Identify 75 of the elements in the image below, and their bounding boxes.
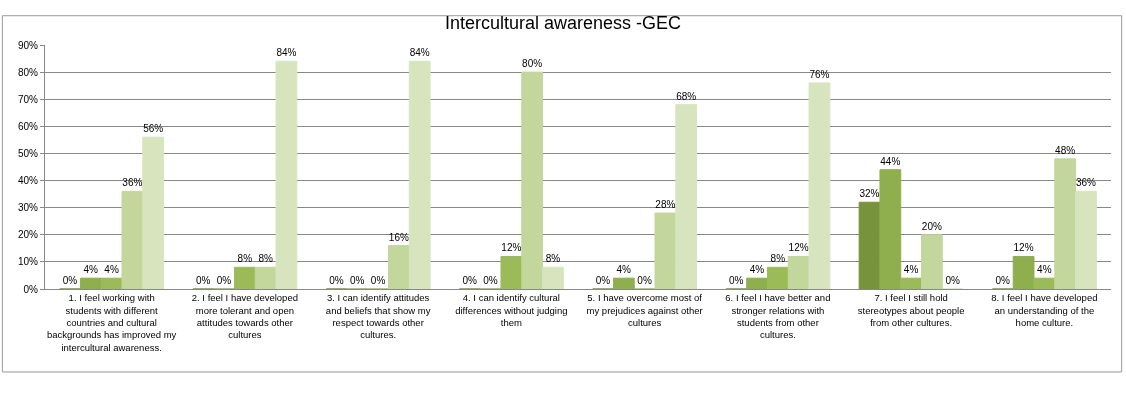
y-tick-label: 40% (17, 175, 39, 187)
y-tick-label: 90% (17, 39, 39, 51)
data-label: 8% (770, 253, 786, 265)
x-tick-label: 5. I have overcome most of my prejudices against other cultures (586, 292, 703, 329)
x-tick-label: 8. I feel I have developed an understanding of the home culture. (991, 292, 1098, 329)
data-label: 0% (329, 275, 344, 286)
bar (1054, 158, 1077, 289)
data-label: 0% (729, 275, 744, 286)
chart-title: Intercultural awareness -GEC (444, 12, 682, 33)
y-tick-label: 80% (17, 66, 39, 78)
data-label: 0% (350, 275, 365, 286)
data-label: 76% (809, 68, 830, 80)
x-tick-label: 6. I feel I have better and stronger relations with students from other cultures. (725, 292, 831, 341)
data-label: 0% (462, 275, 478, 286)
bar (787, 255, 810, 289)
data-label: 68% (676, 90, 697, 102)
data-label: 20% (921, 220, 942, 232)
data-label: 0% (995, 275, 1011, 286)
x-tick-label: 3. I can identify attitudes and beliefs that show my respect towards other cultures. (325, 292, 431, 341)
data-label: 0% (637, 275, 652, 286)
data-label: 56% (143, 123, 164, 135)
y-tick-label: 10% (17, 256, 39, 268)
y-tick-label: 0% (23, 283, 39, 295)
data-label: 12% (501, 242, 522, 254)
data-label: 0% (945, 275, 960, 286)
x-tick-label: 4. I can identify cultural differences without judging them (455, 292, 568, 329)
data-label: 32% (859, 188, 880, 200)
bar (408, 60, 431, 289)
data-label: 4% (1037, 264, 1052, 276)
bar (654, 212, 677, 289)
bar (254, 266, 277, 289)
y-tick-label: 30% (17, 202, 39, 214)
data-label: 36% (122, 177, 143, 189)
data-label: 84% (409, 47, 430, 59)
data-label: 4% (104, 264, 119, 276)
bar (542, 266, 564, 289)
data-label: 4% (903, 264, 919, 276)
data-label: 36% (1075, 177, 1097, 189)
bar (858, 201, 881, 289)
y-tick-label: 70% (17, 93, 39, 105)
bar (921, 234, 943, 289)
data-label: 8% (545, 253, 561, 265)
bar (142, 136, 165, 289)
data-label: 0% (196, 275, 211, 286)
y-tick-label: 60% (17, 120, 39, 132)
bar (675, 104, 698, 289)
bar (521, 71, 544, 289)
data-label: 48% (1055, 144, 1076, 156)
data-label: 4% (616, 264, 632, 276)
data-label: 0% (483, 275, 498, 286)
data-label: 84% (276, 47, 297, 59)
bar (1075, 190, 1097, 289)
data-label: 80% (522, 58, 543, 70)
x-tick-label: 1. I feel working with students with different countries and cultural backgrounds has improved my intercultural awareness. (46, 292, 177, 353)
x-tick-label: 2. I feel I have developed more tolerant and open attitudes towards other cultures (191, 292, 298, 341)
y-tick-label: 50% (17, 147, 39, 159)
data-label: 8% (258, 253, 273, 265)
x-tick-label: 7. I feel I still hold stereotypes about people from other cultures. (857, 292, 965, 329)
data-label: 0% (216, 275, 232, 286)
data-label: 4% (749, 264, 765, 276)
y-tick-label: 20% (17, 229, 39, 241)
data-label: 4% (83, 264, 99, 276)
bar (808, 82, 831, 289)
data-label: 28% (655, 199, 676, 211)
data-label: 0% (370, 275, 386, 286)
data-label: 44% (880, 155, 901, 167)
data-label: 8% (237, 253, 253, 265)
data-label: 0% (62, 275, 78, 286)
bar (121, 190, 144, 289)
data-label: 12% (1013, 242, 1034, 254)
data-label: 16% (388, 231, 409, 243)
bar (388, 245, 410, 289)
data-label: 0% (595, 275, 611, 286)
data-label: 12% (788, 242, 809, 254)
bar (275, 60, 298, 289)
